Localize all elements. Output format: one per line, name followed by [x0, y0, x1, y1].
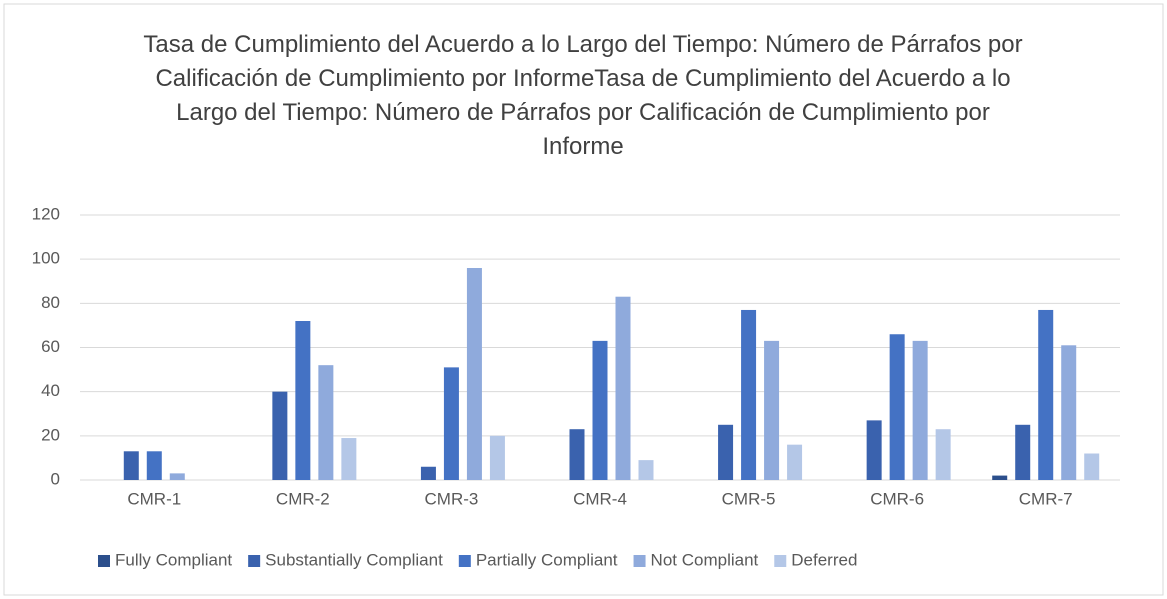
bar	[741, 309, 757, 480]
bar	[1015, 424, 1031, 480]
bar	[615, 296, 631, 480]
bar	[569, 429, 585, 480]
legend-label: Substantially Compliant	[265, 550, 443, 569]
bar	[889, 334, 905, 480]
y-tick-label: 100	[32, 249, 60, 268]
bar	[420, 466, 436, 480]
bar	[466, 268, 482, 480]
y-tick-label: 0	[51, 469, 60, 488]
x-tick-label: CMR-1	[127, 489, 181, 508]
bar	[787, 444, 803, 480]
x-tick-label: CMR-5	[722, 489, 776, 508]
bar	[638, 460, 654, 480]
bar	[912, 340, 928, 480]
bar	[295, 321, 311, 480]
y-tick-label: 80	[41, 293, 60, 312]
x-tick-label: CMR-4	[573, 489, 627, 508]
y-tick-label: 60	[41, 337, 60, 356]
bar	[992, 475, 1008, 480]
bar	[935, 429, 951, 480]
bar	[443, 367, 459, 480]
legend-swatch	[774, 555, 787, 567]
bar	[866, 420, 882, 480]
x-tick-label: CMR-6	[870, 489, 924, 508]
bar	[318, 365, 334, 480]
y-tick-label: 120	[32, 204, 60, 223]
legend-swatch	[633, 555, 646, 567]
legend-label: Partially Compliant	[476, 550, 618, 569]
bar	[169, 473, 185, 480]
x-tick-label: CMR-2	[276, 489, 330, 508]
bar	[1038, 309, 1054, 480]
bar	[146, 451, 162, 480]
bar	[764, 340, 780, 480]
legend-label: Deferred	[791, 550, 857, 569]
legend-label: Fully Compliant	[115, 550, 232, 569]
legend-label: Not Compliant	[651, 550, 759, 569]
chart-border	[3, 3, 1164, 596]
bar	[718, 424, 734, 480]
bar	[1061, 345, 1077, 480]
x-tick-label: CMR-3	[425, 489, 479, 508]
legend-swatch	[248, 555, 261, 567]
x-tick-label: CMR-7	[1019, 489, 1073, 508]
y-tick-label: 20	[41, 425, 60, 444]
bar	[341, 438, 357, 480]
chart-title: Tasa de Cumplimiento del Acuerdo a lo La…	[143, 31, 1023, 160]
bar	[592, 340, 608, 480]
legend-swatch	[458, 555, 471, 567]
bar	[1084, 453, 1100, 480]
bar	[123, 451, 139, 480]
legend-swatch	[98, 555, 110, 567]
bar	[272, 391, 288, 480]
bar	[489, 435, 505, 480]
y-tick-label: 40	[41, 381, 60, 400]
